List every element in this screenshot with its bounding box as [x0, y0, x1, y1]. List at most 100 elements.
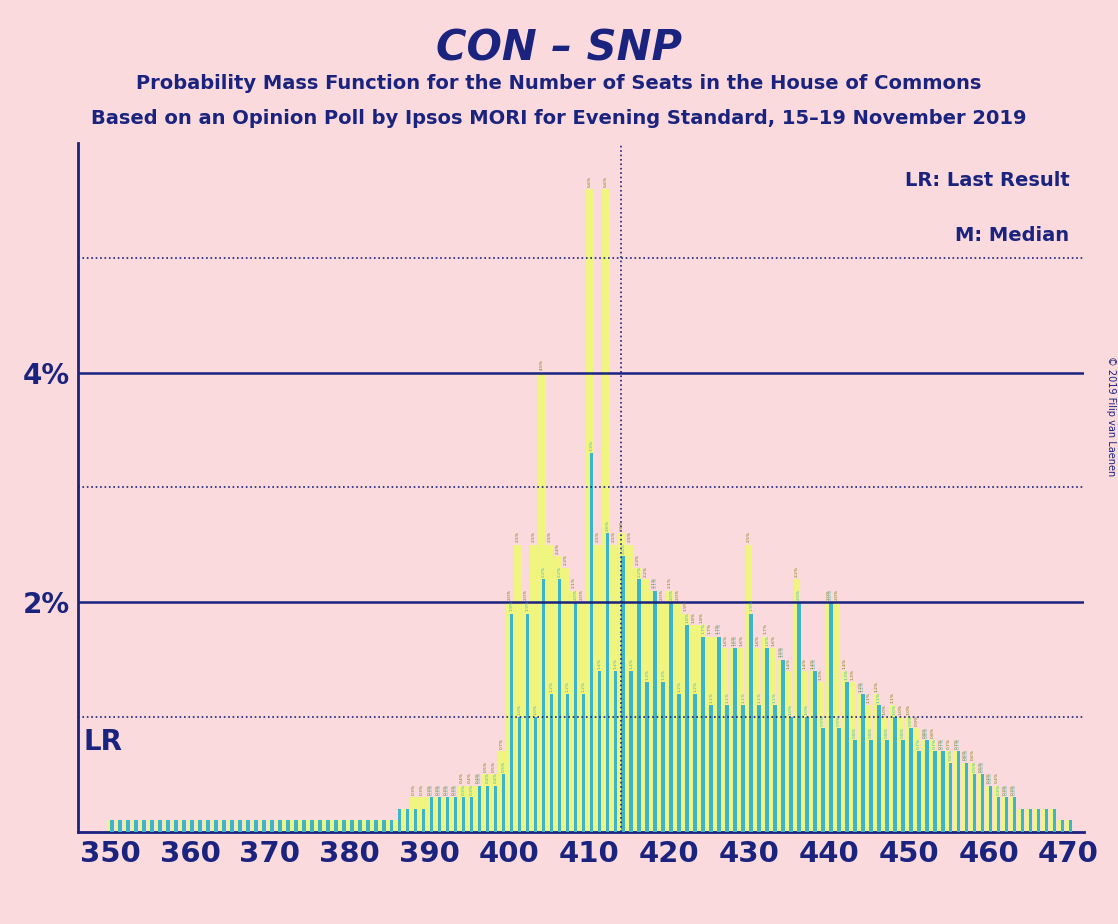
Bar	[1036, 808, 1041, 832]
Text: 1.2%: 1.2%	[581, 681, 586, 692]
Bar	[525, 614, 529, 832]
Bar	[174, 821, 178, 832]
Bar	[490, 774, 496, 832]
Bar	[1041, 808, 1048, 832]
Bar	[642, 579, 648, 832]
Text: 1.1%: 1.1%	[726, 692, 729, 703]
Bar	[629, 671, 633, 832]
Bar	[805, 717, 808, 832]
Text: 2.0%: 2.0%	[828, 589, 833, 600]
Bar	[387, 821, 394, 832]
Text: 0.9%: 0.9%	[837, 715, 841, 726]
Text: 0.4%: 0.4%	[493, 772, 498, 784]
Text: 2.0%: 2.0%	[579, 589, 584, 600]
Bar	[698, 625, 704, 832]
Bar	[749, 614, 752, 832]
Text: 0.5%: 0.5%	[492, 760, 495, 772]
Bar	[634, 567, 641, 832]
Bar	[853, 740, 856, 832]
Bar	[957, 751, 960, 832]
Text: 1.4%: 1.4%	[597, 658, 601, 669]
Bar	[597, 671, 601, 832]
Bar	[821, 728, 825, 832]
Bar	[299, 821, 305, 832]
Bar	[302, 821, 305, 832]
Text: 3.3%: 3.3%	[589, 440, 594, 451]
Bar	[126, 821, 130, 832]
Text: 1.4%: 1.4%	[629, 658, 633, 669]
Bar	[778, 660, 785, 832]
Bar	[606, 533, 609, 832]
Bar	[230, 821, 234, 832]
Bar	[898, 717, 904, 832]
Bar	[746, 545, 752, 832]
Bar	[1044, 808, 1049, 832]
Bar	[119, 821, 122, 832]
Text: Probability Mass Function for the Number of Seats in the House of Commons: Probability Mass Function for the Number…	[136, 74, 982, 93]
Text: 0.5%: 0.5%	[973, 760, 977, 772]
Bar	[985, 785, 992, 832]
Bar	[802, 671, 808, 832]
Text: 0.8%: 0.8%	[884, 726, 889, 737]
Text: 1.0%: 1.0%	[805, 703, 809, 714]
Text: 0.7%: 0.7%	[940, 738, 945, 749]
Bar	[398, 808, 401, 832]
Bar	[733, 648, 737, 832]
Text: 4.0%: 4.0%	[539, 359, 543, 371]
Text: 0.7%: 0.7%	[917, 738, 921, 749]
Bar	[187, 821, 193, 832]
Bar	[949, 763, 953, 832]
Bar	[789, 717, 793, 832]
Bar	[1029, 808, 1032, 832]
Bar	[474, 785, 481, 832]
Bar	[202, 821, 209, 832]
Bar	[370, 821, 377, 832]
Bar	[657, 602, 664, 832]
Text: 1.1%: 1.1%	[773, 692, 777, 703]
Bar	[410, 797, 417, 832]
Text: CON – SNP: CON – SNP	[436, 28, 682, 69]
Text: 2.6%: 2.6%	[619, 520, 624, 531]
Text: 0.5%: 0.5%	[978, 760, 983, 772]
Bar	[243, 821, 249, 832]
Bar	[443, 797, 449, 832]
Bar	[286, 821, 290, 832]
Bar	[494, 785, 498, 832]
Bar	[1013, 797, 1016, 832]
Bar	[726, 705, 729, 832]
Bar	[275, 821, 282, 832]
Text: 1.6%: 1.6%	[755, 635, 759, 646]
Bar	[195, 821, 201, 832]
Text: 0.3%: 0.3%	[462, 784, 465, 795]
Text: 1.4%: 1.4%	[787, 658, 792, 669]
Text: Based on an Opinion Poll by Ipsos MORI for Evening Standard, 15–19 November 2019: Based on an Opinion Poll by Ipsos MORI f…	[92, 109, 1026, 128]
Text: 0.3%: 0.3%	[996, 784, 1001, 795]
Bar	[306, 821, 313, 832]
Bar	[107, 821, 114, 832]
Text: 0.7%: 0.7%	[955, 738, 959, 749]
Text: 1.6%: 1.6%	[739, 635, 743, 646]
Bar	[514, 545, 521, 832]
Text: 1.1%: 1.1%	[891, 692, 894, 703]
Text: 0.3%: 0.3%	[1003, 784, 1006, 795]
Bar	[390, 821, 394, 832]
Bar	[825, 602, 832, 832]
Bar	[182, 821, 186, 832]
Text: 2.5%: 2.5%	[595, 531, 599, 542]
Text: 1.0%: 1.0%	[518, 703, 521, 714]
Bar	[470, 797, 473, 832]
Bar	[499, 751, 505, 832]
Bar	[961, 763, 968, 832]
Bar	[566, 694, 569, 832]
Bar	[134, 821, 138, 832]
Text: 0.6%: 0.6%	[963, 749, 967, 760]
Text: 0.4%: 0.4%	[485, 772, 490, 784]
Bar	[865, 705, 872, 832]
Bar	[342, 821, 345, 832]
Text: 0.4%: 0.4%	[475, 772, 480, 784]
Bar	[653, 590, 657, 832]
Bar	[485, 785, 490, 832]
Text: 1.1%: 1.1%	[757, 692, 761, 703]
Bar	[339, 821, 345, 832]
Text: 1.3%: 1.3%	[818, 669, 823, 680]
